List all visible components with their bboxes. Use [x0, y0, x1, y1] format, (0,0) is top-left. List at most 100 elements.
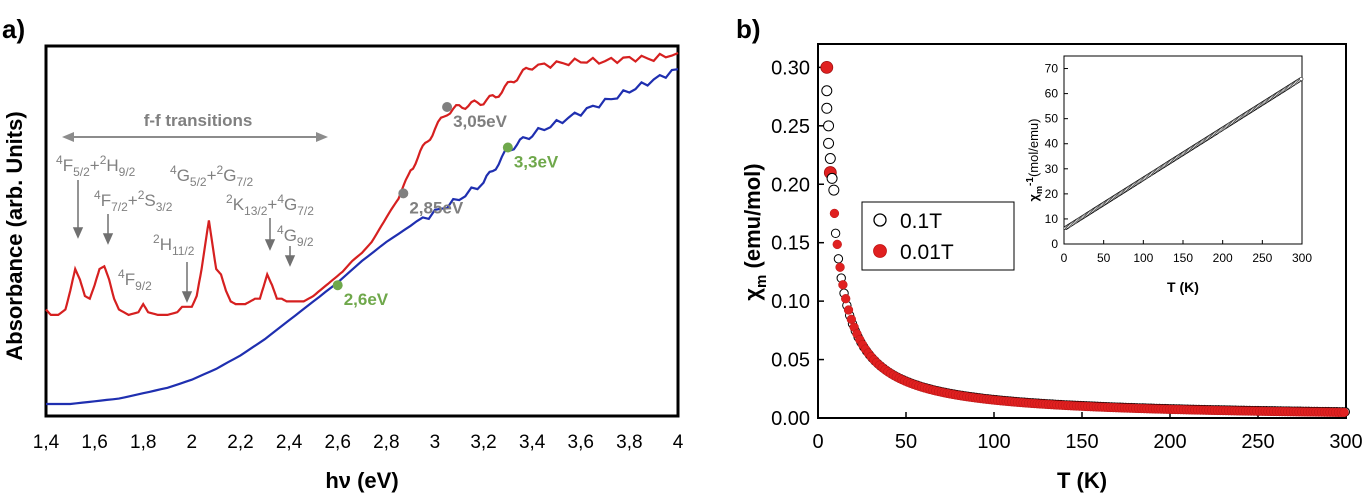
x-tick-label-a: 3,8: [616, 432, 642, 453]
x-tick-label-a: 1,8: [130, 432, 156, 453]
energy-point-marker: [332, 280, 343, 291]
absorbance-red-curve: [45, 51, 679, 317]
y-tick-label-b: 0.00: [771, 408, 810, 430]
y-tick-label-b: 0.05: [771, 350, 810, 372]
x-tick-label-b: 150: [1065, 431, 1098, 453]
data-point-0.1T: [828, 184, 840, 196]
data-point-0.01T: [832, 239, 842, 250]
inset-y-tick-label: 60: [1045, 87, 1059, 101]
arrow-right-icon: [316, 132, 328, 142]
arrow-down-icon: [284, 255, 296, 267]
x-tick-label-a: 3: [430, 432, 441, 453]
inset-x-axis-label: T (K): [1167, 279, 1199, 295]
absorbance-chart: 1,4 1,6 1,8 2 2,2 2,4 2,6 2,8 3 3,2 3,4 3,6 3,8 4 f-f…: [2, 44, 684, 493]
inset-x-tick-label: 250: [1252, 251, 1272, 265]
inset-points: [1063, 76, 1304, 231]
data-point-0.1T: [823, 120, 835, 132]
x-tick-label-a: 4: [673, 432, 684, 453]
x-axis-label-a: hν (eV): [325, 468, 398, 493]
x-tick-label-b: 300: [1329, 431, 1362, 453]
x-tick-label-b: 250: [1241, 431, 1274, 453]
inset-y-tick-label: 0: [1051, 237, 1058, 251]
x-tick-label-a: 3,4: [519, 432, 546, 453]
data-point-0.1T: [821, 102, 833, 114]
x-tick-labels-a: 1,4 1,6 1,8 2 2,2 2,4 2,6 2,8 3 3,2 3,4 3,6 3,8 4: [33, 432, 684, 453]
inset-y-tick-label: 50: [1045, 112, 1059, 126]
data-point-0.01T: [843, 305, 854, 315]
energy-point-label: 2,85eV: [409, 198, 464, 217]
data-point-0.01T: [835, 262, 845, 272]
x-tick-label-a: 2,4: [276, 432, 303, 453]
energy-point-label: 3,05eV: [453, 112, 508, 131]
x-tick-label-b: 100: [977, 431, 1010, 453]
inset-y-tick-label: 10: [1045, 212, 1059, 226]
energy-point-marker: [502, 142, 513, 153]
y-tick-label-b: 0.10: [771, 291, 810, 313]
legend: 0.1T 0.01T: [861, 201, 1015, 271]
transition-label-3: 4F9/2: [118, 267, 152, 293]
data-point-0.01T: [841, 294, 851, 304]
y-tick-label-b: 0.30: [771, 57, 810, 79]
inset-axes: 0 50 100 150 200 250 300 0 10 20 30 40 50 60 70: [1045, 62, 1313, 265]
transition-label-6: 2K13/2+4G7/2: [226, 192, 314, 218]
arrow-down-icon: [102, 233, 114, 245]
transition-label-4: 2H11/2: [153, 232, 195, 258]
y-tick-label-b: 0.20: [771, 174, 810, 196]
inset-x-tick-label: 0: [1061, 251, 1068, 265]
inset-y-axis-label: χm-1(mol/emu): [1025, 119, 1044, 202]
x-tick-label-a: 1,4: [33, 432, 60, 453]
data-point-0.01T: [1339, 407, 1349, 418]
susceptibility-chart: 0 50 100 150 200 250 3000.000.050.100.150.200.…: [740, 43, 1363, 493]
y-axis-label-b: χm (emu/mol): [740, 163, 770, 300]
data-point-0.01T: [820, 60, 834, 74]
open-circle-icon: [873, 213, 887, 227]
inset-y-tick-label: 70: [1045, 62, 1059, 76]
legend-entry-0.01T: 0.01T: [900, 241, 954, 264]
data-point-0.1T: [830, 228, 841, 239]
data-point-0.1T: [824, 153, 836, 165]
y-axis-label-a: Absorbance (arb. Units): [2, 111, 27, 360]
y-tick-label-b: 0.15: [771, 233, 810, 255]
susceptibility-points: [820, 60, 1350, 418]
inset-background: [1022, 48, 1344, 302]
energy-point-label: 3,3eV: [514, 153, 559, 172]
x-tick-label-a: 1,6: [81, 432, 107, 453]
energy-markers: 3,05eV 2,85eV 3,3eV 2,6eV: [332, 102, 559, 309]
x-tick-label-b: 200: [1153, 431, 1186, 453]
transition-label-1: 4F5/2+2H9/2: [56, 153, 136, 179]
absorbance-curves: [45, 51, 679, 406]
transition-label-5: 4G5/2+2G7/2: [170, 163, 253, 189]
axes-b: 0 50 100 150 200 250 3000.000.050.100.150.200.…: [771, 57, 1363, 453]
panel-a-label: a): [2, 14, 25, 44]
ff-transitions-label: f-f transitions: [144, 111, 253, 130]
x-tick-label-a: 2: [187, 432, 198, 453]
absorbance-blue-curve: [46, 68, 679, 406]
data-point-0.01T: [829, 208, 840, 219]
inset-data-point: [1299, 76, 1304, 82]
x-tick-label-b: 50: [895, 431, 917, 453]
inset-x-tick-label: 300: [1292, 251, 1312, 265]
energy-point-marker: [398, 188, 409, 199]
legend-entry-0.1T: 0.1T: [900, 210, 942, 233]
data-point-0.1T: [823, 137, 835, 149]
x-tick-label-a: 3,2: [470, 432, 496, 453]
data-point-0.01T: [838, 280, 848, 290]
legend-box: [861, 201, 1015, 271]
inset-y-tick-label: 20: [1045, 187, 1059, 201]
arrow-down-icon: [72, 227, 84, 239]
data-point-0.01T: [846, 314, 856, 324]
panel-b-label: b): [736, 14, 761, 44]
energy-point-label: 2,6eV: [344, 290, 389, 309]
x-tick-label-a: 3,6: [568, 432, 594, 453]
data-point-0.1T: [826, 172, 838, 184]
data-point-0.1T: [821, 85, 833, 97]
x-axis-label-b: T (K): [1057, 468, 1107, 493]
x-tick-label-b: 0: [812, 431, 823, 453]
x-tick-label-a: 2,6: [324, 432, 350, 453]
energy-point-marker: [442, 102, 453, 112]
arrow-down-icon: [264, 239, 276, 251]
arrow-down-icon: [181, 291, 193, 303]
plot-frame-a: [44, 44, 680, 418]
